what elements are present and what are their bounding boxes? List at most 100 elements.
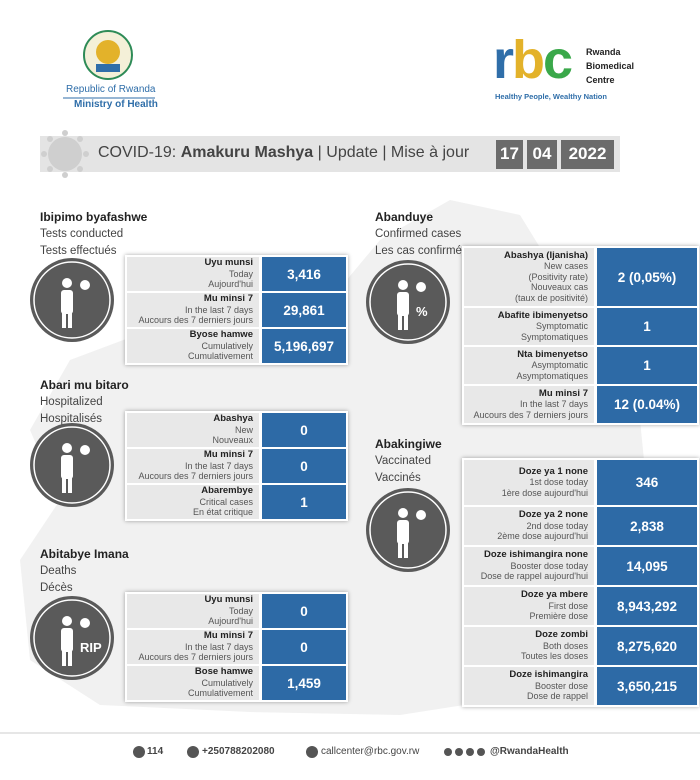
row-title: Mu minsi 7 (203, 630, 253, 642)
row-note: New cases (543, 261, 588, 272)
row-title: Abashya (213, 413, 253, 425)
row-note: Today (228, 268, 253, 279)
row-note: Today (228, 605, 253, 616)
row-note: (taux de positivité) (514, 292, 588, 303)
rbc-name-line: Rwanda (586, 47, 621, 57)
table-row: Uyu munsi Today Aujourd'hui 0 (127, 594, 346, 628)
row-label: Abafite ibimenyetso Symptomatic Symptomati… (464, 308, 594, 345)
row-note: In the last 7 days (184, 460, 253, 471)
row-value: 1 (262, 485, 346, 519)
footer-email[interactable]: callcenter@rbc.gov.rw (321, 746, 420, 757)
section-icon (30, 596, 114, 680)
row-note: In the last 7 days (519, 399, 588, 410)
row-value: 5,196,697 (262, 329, 346, 363)
row-note: En état critique (192, 507, 253, 518)
row-value: 0 (262, 413, 346, 447)
data-table: Uyu munsi Today Aujourd'hui 3,416 Mu minsi 7… (125, 255, 348, 365)
row-note: First dose (548, 600, 588, 611)
row-label: Doze ya 1 none 1st dose today 1ère dose au… (464, 460, 594, 505)
row-title: Doze ishimangira (509, 669, 588, 681)
row-note: Aucours des 7 derniers jours (138, 652, 253, 663)
date-part: 04 (532, 144, 552, 163)
row-note: New (234, 424, 253, 435)
row-label: Doze ishimangira none Booster dose today D… (464, 547, 594, 585)
row-note: Asymptomatiques (516, 370, 588, 381)
row-note: Nouveaux (212, 435, 253, 446)
row-note: Cumulatively (201, 340, 253, 351)
table-row: Doze ya 2 none 2nd dose today 2ème dose au… (464, 507, 697, 545)
row-title: Bose hamwe (194, 666, 253, 678)
row-note: Asymptomatic (531, 360, 588, 371)
row-label: Mu minsi 7 In the last 7 days Aucours des … (127, 630, 259, 664)
row-label: Nta bimenyetso Asymptomatic Asymptomatique… (464, 347, 594, 384)
row-value: 0 (262, 630, 346, 664)
row-note: Aujourd'hui (208, 616, 253, 627)
rbc-name-line: Biomedical (586, 61, 635, 71)
table-row: Bose hamwe Cumulatively Cumulativement 1,45… (127, 666, 346, 700)
data-table: Abashya New Nouveaux 0 Mu minsi 7 In the last… (125, 411, 348, 521)
table-row: Mu minsi 7 In the last 7 days Aucours des … (127, 630, 346, 664)
row-label: Abashya New Nouveaux (127, 413, 259, 447)
row-note: Cumulativement (187, 351, 253, 362)
row-note: Aujourd'hui (208, 279, 253, 290)
footer-phone: 114 (147, 746, 164, 757)
row-note: Dose de rappel aujourd'hui (480, 571, 588, 582)
row-note: Dose de rappel (526, 691, 588, 702)
table-row: Uyu munsi Today Aujourd'hui 3,416 (127, 257, 346, 291)
row-note: Aucours des 7 derniers jours (473, 409, 588, 420)
row-note: Symptomatic (535, 321, 588, 332)
table-row: Byose hamwe Cumulatively Cumulativement 5,1… (127, 329, 346, 363)
row-value: 14,095 (597, 547, 697, 585)
section-icon (366, 260, 450, 344)
data-table: Uyu munsi Today Aujourd'hui 0 Mu minsi 7 In t… (125, 592, 348, 702)
row-label: Doze ya mbere First dose Première dose (464, 587, 594, 625)
row-value: 2,838 (597, 507, 697, 545)
row-note: Both doses (542, 640, 588, 651)
row-title: Nta bimenyetso (517, 348, 588, 360)
section-title: Abitabye Imana (40, 547, 129, 561)
table-row: Doze zombi Both doses Toutes les doses 8,27… (464, 627, 697, 665)
row-label: Doze zombi Both doses Toutes les doses (464, 627, 594, 665)
row-note: Booster dose today (510, 560, 588, 571)
row-note: Booster dose (534, 680, 588, 691)
section-icon (30, 258, 114, 342)
row-note: Symptomatiques (520, 331, 588, 342)
row-label: Uyu munsi Today Aujourd'hui (127, 594, 259, 628)
row-note: In the last 7 days (184, 304, 253, 315)
row-note: (Positivity rate) (528, 271, 588, 282)
row-value: 3,650,215 (597, 667, 697, 705)
section-subtitle: Vaccinated (375, 455, 432, 467)
row-value: 8,943,292 (597, 587, 697, 625)
row-note: Toutes les doses (520, 651, 588, 662)
row-title: Byose hamwe (189, 329, 253, 341)
table-row: Nta bimenyetso Asymptomatic Asymptomatique… (464, 347, 697, 384)
section-subtitle: Hospitalized (40, 396, 103, 408)
footer-social[interactable]: @RwandaHealth (490, 746, 569, 757)
table-row: Abafite ibimenyetso Symptomatic Symptomati… (464, 308, 697, 345)
row-note: Critical cases (199, 496, 253, 507)
row-title: Abashya (Ijanisha) (504, 249, 588, 261)
section-subtitle: Deaths (40, 565, 77, 577)
section-icon (30, 423, 114, 507)
row-label: Bose hamwe Cumulatively Cumulativement (127, 666, 259, 700)
table-row: Mu minsi 7 In the last 7 days Aucours des … (127, 449, 346, 483)
row-note: 2ème dose aujourd'hui (497, 531, 588, 542)
section-subtitle: Hospitalisés (40, 413, 102, 425)
icon-text: RIP (80, 640, 102, 655)
section-subtitle: Tests effectués (40, 245, 117, 257)
row-value: 12 (0.04%) (597, 386, 697, 423)
ministry-line: Ministry of Health (74, 99, 158, 110)
row-label: Doze ya 2 none 2nd dose today 2ème dose au… (464, 507, 594, 545)
section-icon (366, 488, 450, 572)
row-value: 1 (597, 308, 697, 345)
row-title: Abarembye (201, 485, 253, 497)
date-part: 2022 (568, 144, 607, 163)
table-row: Abashya (Ijanisha) New cases (Positivity r… (464, 248, 697, 306)
row-value: 1,459 (262, 666, 346, 700)
banner-text: COVID-19: (98, 144, 177, 161)
row-label: Mu minsi 7 In the last 7 days Aucours des … (464, 386, 594, 423)
rbc-tagline: Healthy People, Wealthy Nation (495, 92, 607, 101)
rbc-name: Rwanda Biomedical Centre (586, 45, 634, 87)
banner-text: Update (326, 144, 378, 161)
logo-letter: c (543, 30, 573, 90)
